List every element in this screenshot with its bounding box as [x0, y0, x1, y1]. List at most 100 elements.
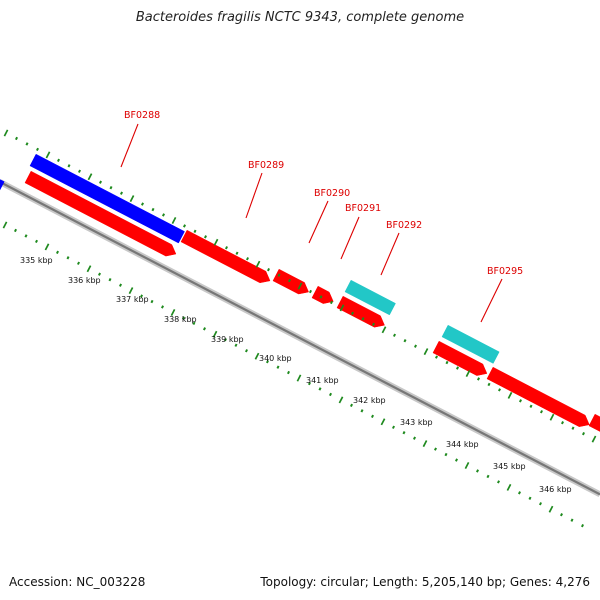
- outer-scale-tick: [99, 180, 102, 184]
- inner-scale-tick: [422, 440, 428, 448]
- inner-scale-tick: [412, 436, 417, 440]
- inner-scale-tick: [391, 425, 396, 429]
- outer-scale-tick: [476, 377, 481, 381]
- inner-scale-tick: [528, 496, 532, 500]
- gene-label-BF0292[interactable]: BF0292: [386, 220, 422, 231]
- outer-scale-tick: [591, 435, 597, 443]
- outer-scale-tick: [549, 413, 555, 421]
- inner-scale-tick: [244, 349, 249, 353]
- outer-scale-tick: [413, 344, 418, 348]
- outer-scale-tick: [487, 382, 491, 387]
- outer-scale-tick: [518, 399, 523, 403]
- gene-BF0289[interactable]: [180, 229, 271, 284]
- outer-scale-tick: [423, 348, 429, 356]
- inner-scale-tick: [434, 447, 437, 451]
- gene-BF0290[interactable]: [272, 268, 309, 295]
- gene-label-BF0291[interactable]: BF0291: [345, 203, 381, 214]
- inner-scale-tick: [486, 474, 490, 479]
- inner-scale-tick: [338, 396, 344, 404]
- inner-scale-tick: [212, 330, 218, 338]
- outer-scale-tick: [67, 164, 71, 168]
- label-leader-line: [480, 278, 503, 323]
- outer-scale-tick: [571, 426, 575, 430]
- inner-scale-tick: [360, 409, 364, 413]
- label-leader-line: [380, 232, 400, 276]
- inner-scale-tick: [118, 283, 123, 287]
- inner-scale-tick: [370, 414, 375, 419]
- gene-BF0295[interactable]: [441, 324, 500, 364]
- inner-scale-tick: [560, 513, 563, 517]
- genome-summary-text: Topology: circular; Length: 5,205,140 bp…: [260, 575, 590, 589]
- inner-scale-tick: [318, 387, 322, 391]
- inner-scale-tick: [160, 305, 165, 309]
- outer-scale-tick: [465, 370, 471, 377]
- outer-scale-tick: [319, 295, 323, 299]
- outer-scale-tick: [507, 391, 513, 399]
- inner-scale-tick: [454, 458, 459, 462]
- inner-scale-tick: [35, 239, 38, 244]
- gene-reverse-left-edge[interactable]: [0, 178, 5, 191]
- map-title: Bacteroides fragilis NCTC 9343, complete…: [135, 10, 465, 25]
- gene-label-BF0290[interactable]: BF0290: [314, 188, 350, 199]
- scale-label: 343 kbp: [400, 418, 433, 427]
- gene-label-BF0288[interactable]: BF0288: [124, 110, 160, 121]
- inner-scale-tick: [108, 277, 112, 282]
- outer-scale-tick: [151, 207, 155, 212]
- inner-scale-tick: [548, 505, 554, 513]
- outer-scale-tick: [361, 317, 365, 321]
- inner-scale-tick: [44, 243, 50, 251]
- inner-scale-tick: [254, 352, 260, 360]
- gene-arrow-7[interactable]: [486, 366, 590, 427]
- label-leader-line: [120, 123, 139, 168]
- outer-scale-tick: [56, 158, 61, 163]
- genome-backbone: [0, 181, 600, 496]
- inner-scale-tick: [444, 452, 448, 457]
- accession-text: Accession: NC_003228: [9, 575, 146, 589]
- outer-scale-tick: [392, 333, 397, 337]
- scale-label: 341 kbp: [306, 376, 339, 385]
- inner-scale-tick: [202, 327, 207, 331]
- gene-label-BF0295[interactable]: BF0295: [487, 266, 523, 277]
- outer-scale-tick: [539, 410, 544, 414]
- scale-label: 346 kbp: [539, 485, 572, 494]
- gene-arrow-right-edge[interactable]: [588, 413, 600, 437]
- outer-scale-tick: [329, 300, 334, 305]
- inner-scale-tick: [150, 299, 154, 304]
- gene-BF0292[interactable]: [344, 279, 396, 316]
- gene-label-BF0289[interactable]: BF0289: [248, 160, 284, 171]
- label-leader-line: [245, 172, 263, 219]
- scale-label: 340 kbp: [259, 354, 292, 363]
- scale-label: 335 kbp: [20, 256, 53, 265]
- inner-scale-tick: [223, 338, 228, 342]
- gene-arrow-5[interactable]: [336, 295, 385, 328]
- scale-label: 344 kbp: [446, 440, 479, 449]
- outer-scale-tick: [171, 217, 177, 224]
- inner-scale-tick: [128, 287, 134, 295]
- outer-scale-tick: [224, 246, 229, 250]
- inner-scale-tick: [276, 365, 280, 369]
- inner-scale-tick: [98, 272, 101, 276]
- scale-label: 338 kbp: [164, 315, 197, 324]
- outer-scale-tick: [287, 278, 292, 283]
- gene-arrow-1[interactable]: [24, 170, 177, 257]
- outer-scale-tick: [381, 326, 387, 334]
- inner-scale-tick: [580, 523, 585, 528]
- scale-label: 336 kbp: [68, 276, 101, 285]
- gene-arrow-6[interactable]: [432, 340, 488, 376]
- outer-scale-tick: [3, 129, 9, 137]
- scale-label: 342 kbp: [353, 396, 386, 405]
- gene-BF0288[interactable]: [29, 153, 185, 244]
- gene-BF0291[interactable]: [311, 285, 334, 304]
- outer-scale-tick: [140, 202, 145, 206]
- inner-scale-tick: [349, 403, 354, 408]
- outer-scale-tick: [445, 360, 449, 365]
- outer-scale-tick: [308, 289, 313, 294]
- outer-scale-tick: [498, 388, 501, 392]
- label-leader-line: [340, 216, 360, 260]
- outer-scale-tick: [277, 273, 281, 277]
- outer-scale-tick: [161, 213, 166, 217]
- outer-scale-tick: [129, 195, 135, 203]
- inner-scale-tick: [497, 480, 500, 484]
- inner-scale-tick: [506, 483, 512, 491]
